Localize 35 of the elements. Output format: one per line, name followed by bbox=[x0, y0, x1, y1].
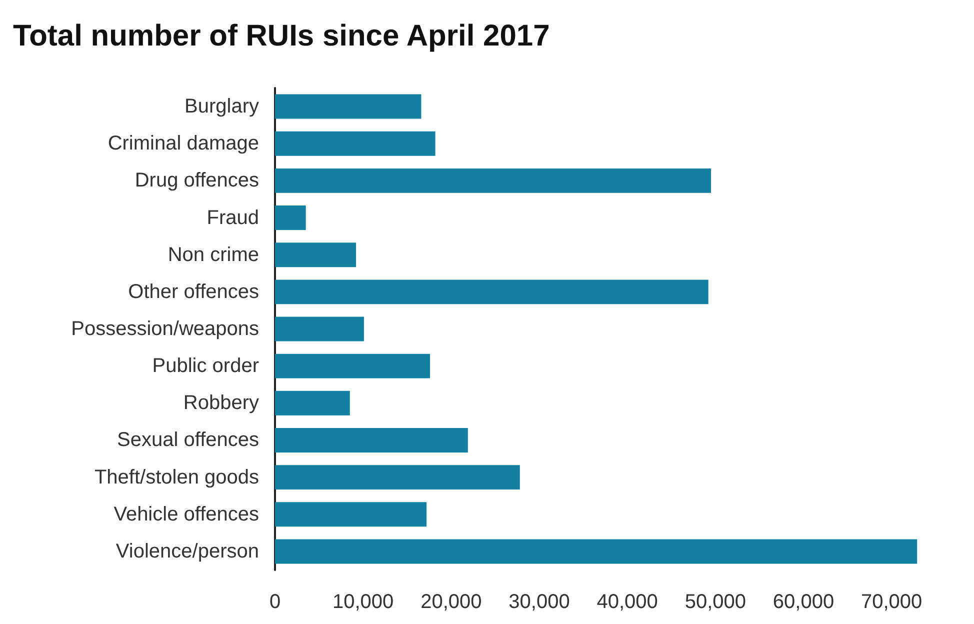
bar bbox=[275, 390, 350, 416]
bar bbox=[275, 465, 520, 490]
y-tick-label: Drug offences bbox=[134, 170, 259, 192]
y-tick-label: Burglary bbox=[184, 96, 259, 118]
bar bbox=[275, 502, 426, 527]
x-tick-label: 50,000 bbox=[684, 591, 746, 613]
y-tick-label: Theft/stolen goods bbox=[94, 466, 259, 488]
y-tick-label: Sexual offences bbox=[117, 429, 259, 452]
bar bbox=[275, 539, 918, 564]
y-tick-label: Possession/weapons bbox=[71, 318, 259, 340]
bar bbox=[275, 168, 712, 193]
y-tick-label: Public order bbox=[152, 355, 260, 378]
y-tick-label: Violence/person bbox=[116, 540, 259, 562]
x-tick-label: 40,000 bbox=[596, 591, 658, 613]
x-tick-label: 20,000 bbox=[420, 591, 482, 613]
x-tick-label: 60,000 bbox=[772, 591, 834, 613]
y-tick-label: Criminal damage bbox=[108, 132, 259, 155]
x-tick-label: 70,000 bbox=[860, 591, 922, 613]
y-tick-label: Fraud bbox=[206, 206, 259, 229]
y-tick-label: Other offences bbox=[128, 280, 259, 303]
bar bbox=[275, 206, 306, 230]
chart-title: Total number of RUIs since April 2017 bbox=[13, 20, 550, 52]
y-tick-label: Non crime bbox=[168, 244, 259, 266]
bar bbox=[275, 280, 708, 304]
bar bbox=[275, 131, 436, 156]
y-tick-label: Vehicle offences bbox=[114, 503, 259, 526]
x-tick-label: 10,000 bbox=[332, 591, 394, 613]
y-tick-label: Robbery bbox=[183, 392, 259, 414]
bar bbox=[275, 316, 364, 342]
bar bbox=[275, 354, 430, 378]
bar bbox=[275, 94, 422, 119]
x-tick-label: 0 bbox=[269, 591, 281, 613]
x-tick-label: 30,000 bbox=[508, 591, 570, 613]
bar bbox=[275, 242, 356, 268]
bar bbox=[275, 428, 468, 452]
